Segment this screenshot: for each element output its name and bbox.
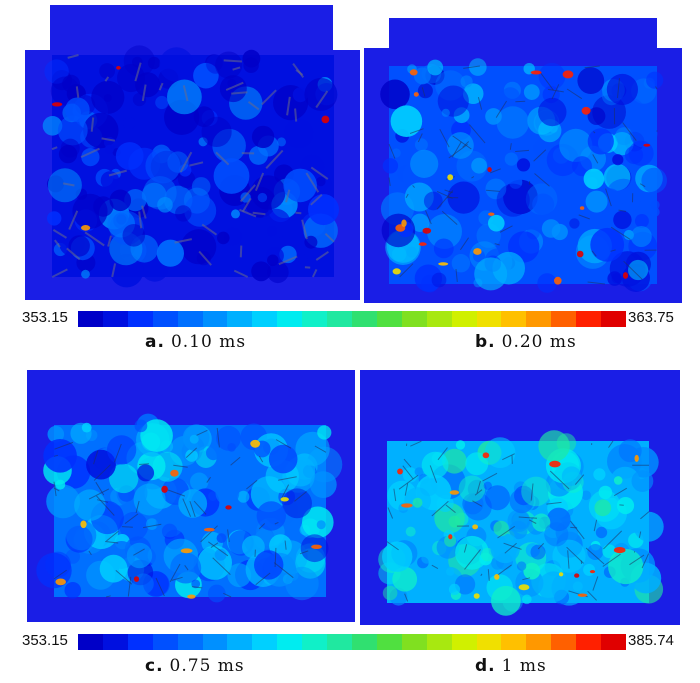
colorbar-swatch <box>252 634 278 650</box>
caption-d-time: 1 ms <box>501 656 547 676</box>
colorbar-swatch <box>102 311 128 327</box>
colorbar-swatch <box>277 634 303 650</box>
colorbar-1 <box>78 311 626 327</box>
temperature-field <box>380 58 667 293</box>
top-cap <box>54 370 325 380</box>
colorbar-swatch <box>476 634 502 650</box>
colorbar-swatch <box>501 634 527 650</box>
colorbar-swatch <box>551 634 577 650</box>
caption-a: a. 0.10 ms <box>145 332 246 352</box>
colorbar-swatch <box>426 634 452 650</box>
colorbar-swatch <box>252 311 278 327</box>
caption-c-label: c. <box>145 656 164 676</box>
caption-d: d. 1 ms <box>475 656 547 676</box>
colorbar-swatch <box>351 634 377 650</box>
colorbar-swatch <box>601 311 626 327</box>
top-cap <box>50 5 333 52</box>
temperature-field <box>42 45 339 288</box>
colorbar-swatch <box>451 634 477 650</box>
colorbar-swatch <box>526 311 552 327</box>
panel-b-field <box>364 18 682 303</box>
caption-c-time: 0.75 ms <box>169 656 245 676</box>
colorbar-swatch <box>202 311 228 327</box>
colorbar-1-max: 363.75 <box>628 309 674 326</box>
colorbar-swatch <box>376 634 402 650</box>
colorbar-2-max: 385.74 <box>628 632 674 649</box>
top-cap <box>389 18 657 50</box>
caption-a-label: a. <box>145 332 165 352</box>
colorbar-swatch <box>277 311 303 327</box>
colorbar-swatch <box>327 311 352 327</box>
colorbar-2 <box>78 634 626 650</box>
temperature-field <box>36 413 343 603</box>
temperature-field <box>378 430 664 616</box>
colorbar-swatch <box>601 634 626 650</box>
caption-a-time: 0.10 ms <box>170 332 247 352</box>
colorbar-swatch <box>177 311 203 327</box>
colorbar-swatch <box>551 311 577 327</box>
colorbar-swatch <box>426 311 452 327</box>
colorbar-swatch <box>227 311 253 327</box>
colorbar-swatch <box>401 311 427 327</box>
colorbar-swatch <box>302 634 328 650</box>
caption-d-label: d. <box>475 656 496 676</box>
panel-a <box>25 5 360 300</box>
caption-b-label: b. <box>475 332 496 352</box>
panel-c <box>27 370 355 622</box>
panel-b <box>364 18 682 303</box>
top-cap <box>387 370 649 396</box>
colorbar-swatch <box>351 311 377 327</box>
colorbar-swatch <box>401 634 427 650</box>
colorbar-swatch <box>576 634 602 650</box>
colorbar-swatch <box>152 634 178 650</box>
colorbar-swatch <box>177 634 203 650</box>
colorbar-swatch <box>327 634 352 650</box>
colorbar-2-min: 353.15 <box>22 632 68 649</box>
caption-b-time: 0.20 ms <box>501 332 577 352</box>
colorbar-swatch <box>127 634 153 650</box>
colorbar-swatch <box>376 311 402 327</box>
colorbar-swatch <box>227 634 253 650</box>
colorbar-1-min: 353.15 <box>22 309 68 326</box>
colorbar-swatch <box>302 311 328 327</box>
panel-d-field <box>360 370 680 625</box>
colorbar-swatch <box>476 311 502 327</box>
colorbar-swatch <box>78 634 103 650</box>
colorbar-swatch <box>127 311 153 327</box>
colorbar-swatch <box>202 634 228 650</box>
colorbar-swatch <box>451 311 477 327</box>
caption-c: c. 0.75 ms <box>145 656 245 676</box>
panel-a-field <box>25 5 360 300</box>
colorbar-swatch <box>78 311 103 327</box>
colorbar-swatch <box>501 311 527 327</box>
colorbar-swatch <box>102 634 128 650</box>
panel-c-field <box>27 370 355 622</box>
colorbar-swatch <box>152 311 178 327</box>
panel-d <box>360 370 680 625</box>
caption-b: b. 0.20 ms <box>475 332 577 352</box>
colorbar-swatch <box>526 634 552 650</box>
colorbar-swatch <box>576 311 602 327</box>
